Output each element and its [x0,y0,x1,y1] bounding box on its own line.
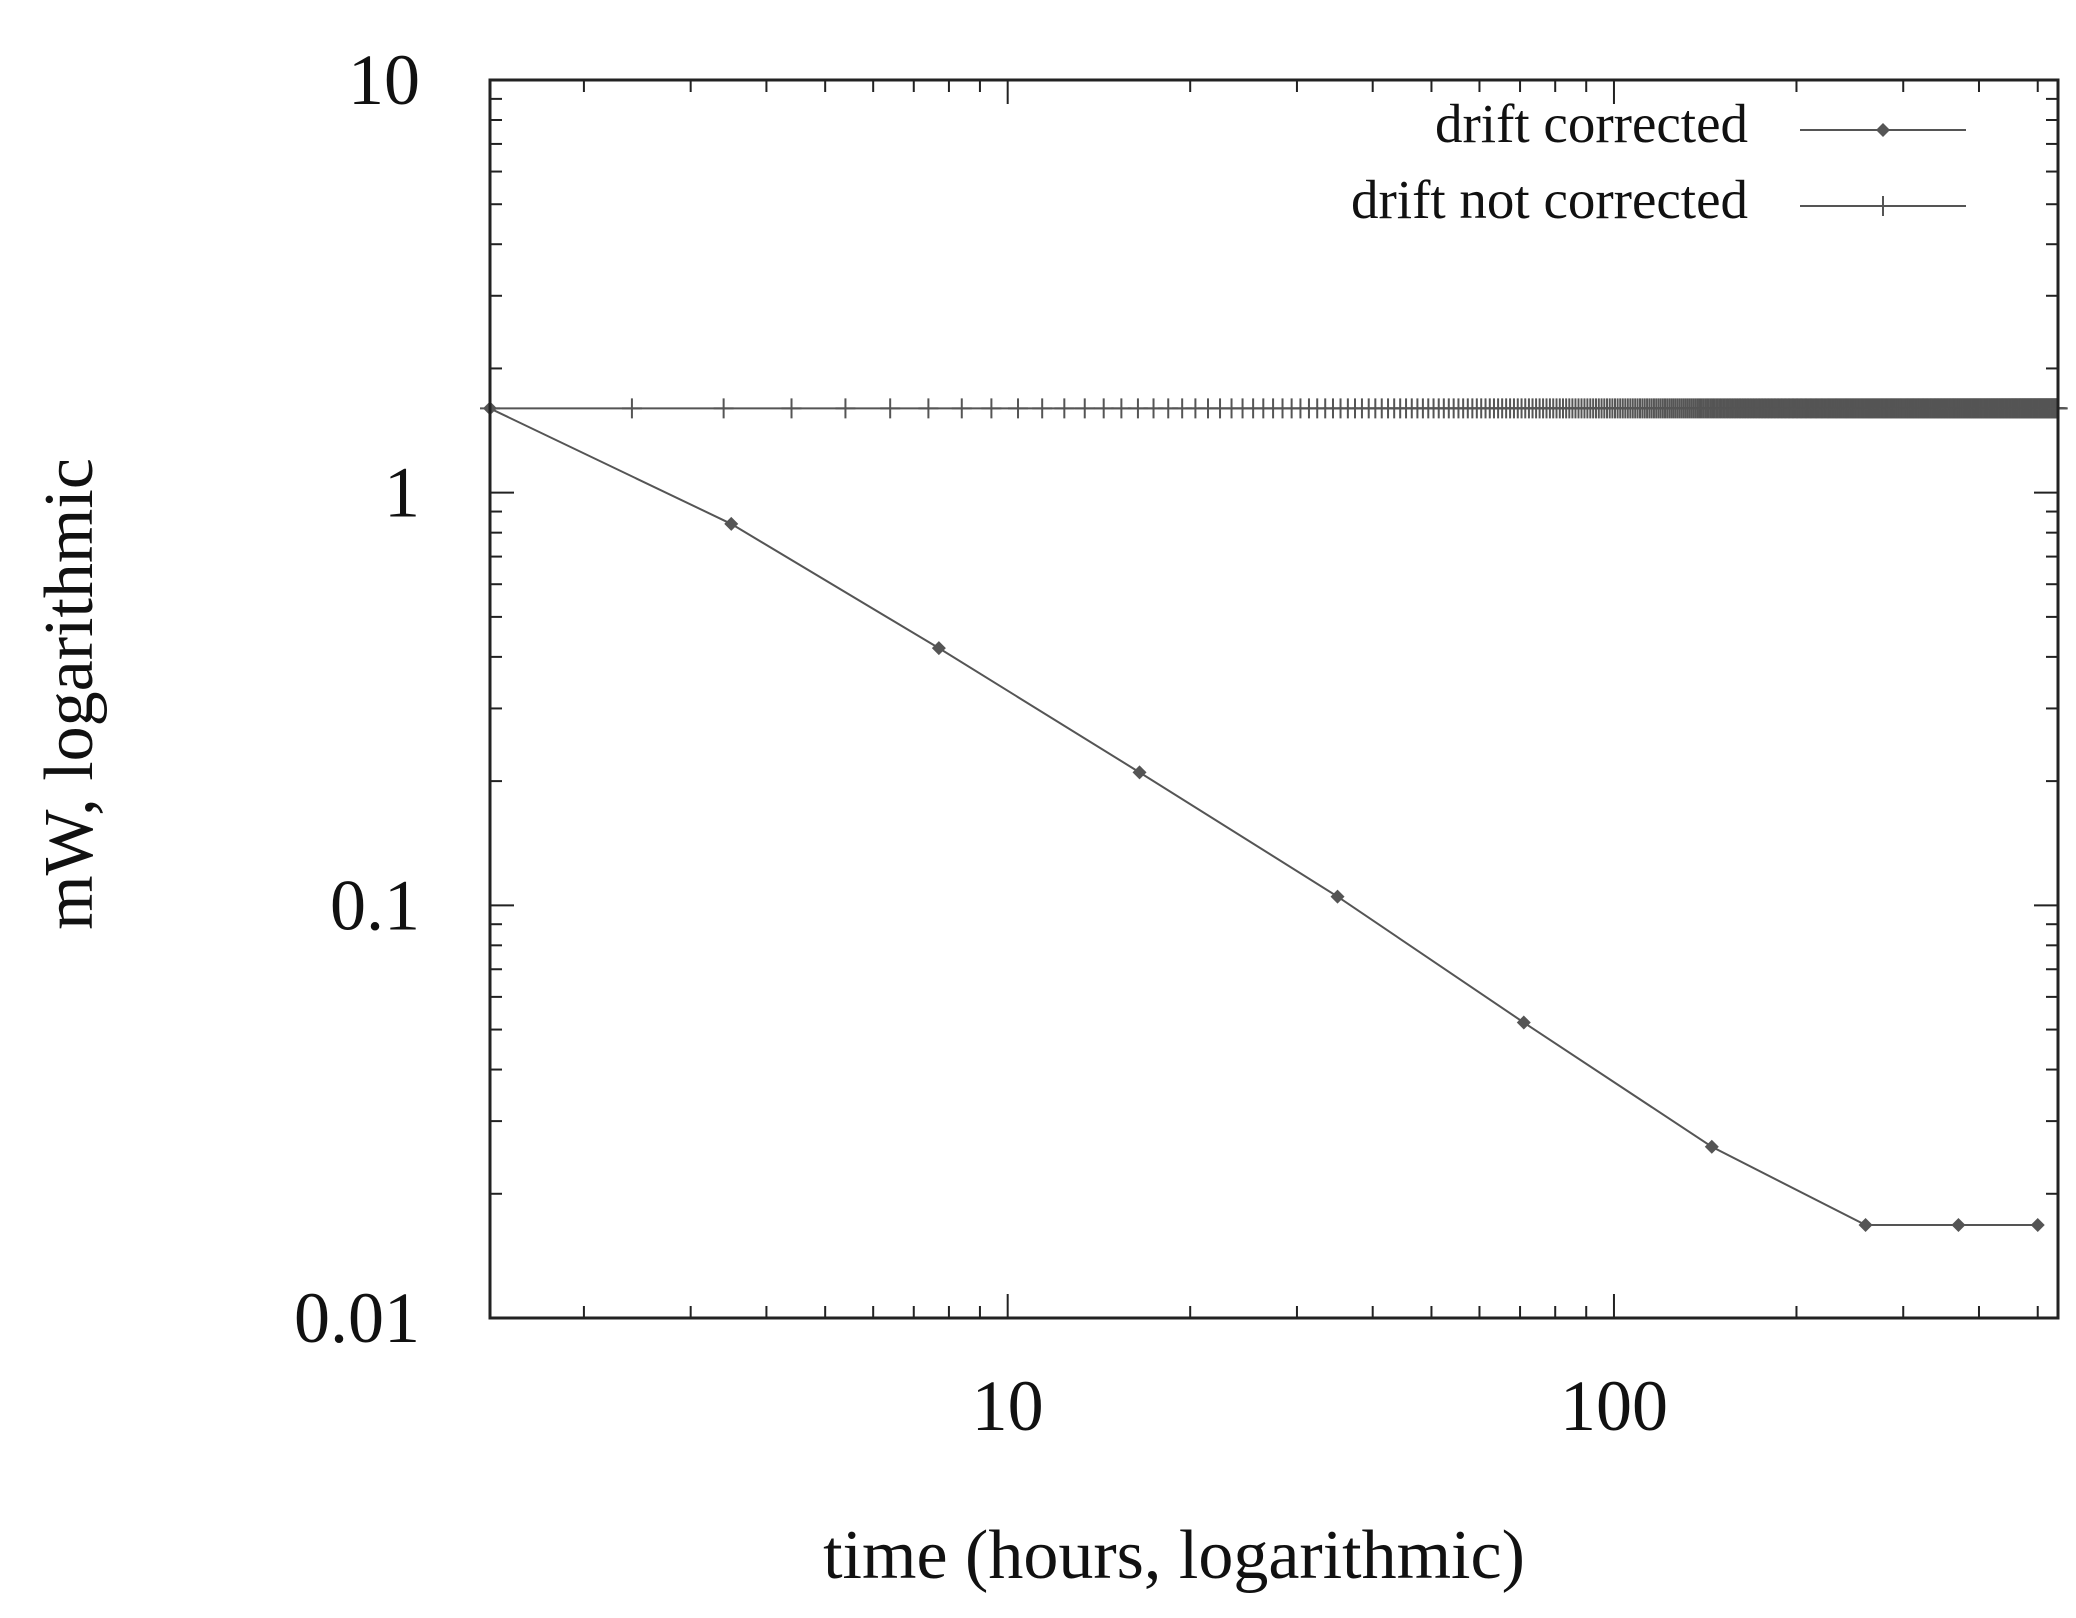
point-drift-not-corrected [981,398,1002,419]
point-drift-not-corrected [835,398,856,419]
point-drift-corrected [2030,1218,2045,1233]
point-drift-not-corrected [880,398,901,419]
point-drift-corrected [931,641,946,656]
point-drift-not-corrected [918,398,939,419]
legend-label-drift-corrected: drift corrected [1435,93,1748,154]
series-markers-drift-not-corrected [480,398,2068,419]
y-tick-label: 10 [348,40,420,120]
point-drift-not-corrected [951,398,972,419]
point-drift-not-corrected [1093,398,1114,419]
point-drift-corrected [1704,1139,1719,1154]
y-tick-label: 0.01 [294,1278,420,1358]
legend-label-drift-not-corrected: drift not corrected [1351,169,1748,230]
series-line-drift-corrected [489,407,2038,1227]
point-drift-corrected [1858,1218,1873,1233]
series-markers-drift-corrected [483,401,2045,1233]
y-tick-label: 1 [384,453,420,533]
point-drift-not-corrected [1008,398,1029,419]
point-drift-not-corrected [1032,398,1053,419]
plot-frame [488,78,2060,1320]
x-axis-title: time (hours, logarithmic) [823,1517,1525,1594]
x-tick-label: 100 [1560,1366,1668,1446]
point-drift-not-corrected [1074,398,1095,419]
point-drift-corrected [1951,1218,1966,1233]
legend-marker-drift-not-corrected [1873,196,1893,216]
legend: drift corrected drift not corrected [1351,93,1966,230]
point-drift-not-corrected [713,398,734,419]
x-tick-label: 10 [972,1366,1044,1446]
x-axis-ticks: 10 100 [582,80,2039,1446]
point-drift-not-corrected [621,398,642,419]
y-axis-ticks: 10 1 0.1 0.01 [294,40,2058,1358]
series-layer [480,398,2068,1233]
point-drift-corrected [1516,1015,1531,1030]
point-drift-corrected [1132,765,1147,780]
point-drift-corrected [724,516,739,531]
y-tick-label: 0.1 [330,865,420,945]
point-drift-corrected [1330,889,1345,904]
point-drift-not-corrected [1054,398,1075,419]
legend-marker-drift-corrected [1876,123,1890,137]
y-axis-title: mW, logarithmic [31,458,108,930]
point-drift-not-corrected [781,398,802,419]
